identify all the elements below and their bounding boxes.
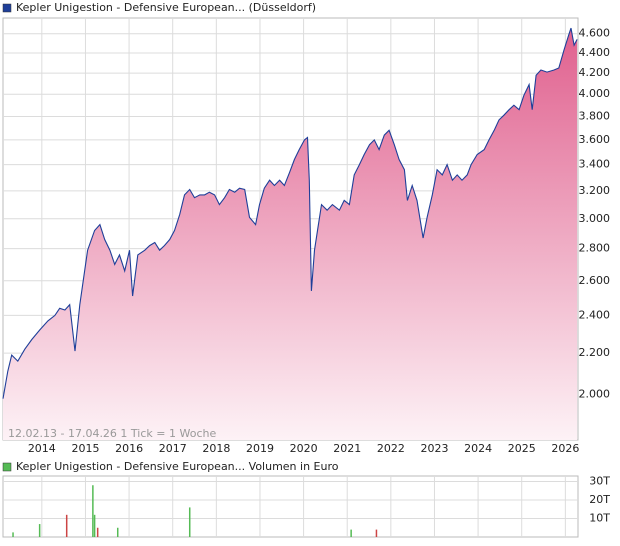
volume-bar [96, 527, 99, 537]
y-tick-label: 2.200 [579, 346, 611, 359]
volume-bar [12, 532, 14, 537]
y-tick-label: 2.800 [579, 242, 611, 255]
y-tick-label: 3.600 [579, 133, 611, 146]
y-tick-label: 3.000 [579, 212, 611, 225]
x-tick-label: 2016 [115, 442, 143, 455]
price-line [2, 27, 578, 399]
x-tick-label: 2015 [71, 442, 99, 455]
volume-bar [188, 507, 191, 537]
y-tick-label: 3.400 [579, 158, 611, 171]
x-tick-label: 2021 [333, 442, 361, 455]
x-tick-label: 2022 [377, 442, 405, 455]
x-tick-label: 2014 [28, 442, 56, 455]
volume-bar [116, 527, 119, 537]
y-tick-label: 3.800 [579, 109, 611, 122]
plot-frame [2, 475, 579, 538]
y-tick-label: 2.600 [579, 274, 611, 287]
volume-bar [65, 514, 68, 537]
legend-label: Kepler Unigestion - Defensive European..… [16, 460, 339, 473]
x-tick-label: 2025 [508, 442, 536, 455]
x-tick-label: 2017 [159, 442, 187, 455]
legend-swatch [2, 462, 12, 472]
x-tick-label: 2020 [290, 442, 318, 455]
x-tick-label: 2024 [464, 442, 492, 455]
y-tick-label: 20T [589, 493, 610, 506]
volume-bar [93, 514, 96, 537]
x-tick-label: 2018 [202, 442, 230, 455]
y-tick-label: 4.000 [579, 87, 611, 100]
y-tick-label: 2.000 [579, 387, 611, 400]
x-tick-label: 2026 [551, 442, 579, 455]
legend-label: Kepler Unigestion - Defensive European..… [16, 1, 316, 14]
y-tick-label: 30T [589, 475, 610, 488]
volume-bar [350, 529, 352, 537]
x-tick-label: 2023 [420, 442, 448, 455]
y-tick-label: 10T [589, 512, 610, 525]
y-tick-label: 2.400 [579, 308, 611, 321]
x-tick-label: 2019 [246, 442, 274, 455]
legend-swatch [2, 3, 12, 13]
date-range-note: 12.02.13 - 17.04.26 1 Tick = 1 Woche [8, 427, 216, 440]
y-tick-label: 4.400 [579, 46, 611, 59]
volume-bar [92, 485, 94, 537]
y-tick-label: 4.200 [579, 66, 611, 79]
y-tick-label: 4.600 [579, 27, 611, 40]
y-tick-label: 3.200 [579, 184, 611, 197]
price-area [3, 28, 578, 440]
volume-bar [375, 529, 378, 537]
volume-bar [38, 524, 41, 537]
